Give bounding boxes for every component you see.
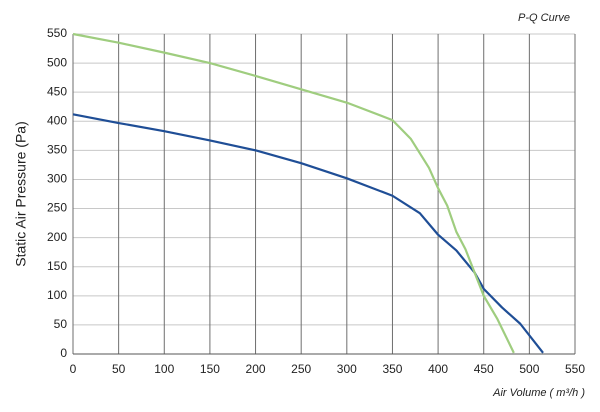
x-tick-label: 400 [428,362,448,376]
x-tick-label: 50 [112,362,126,376]
x-tick-label: 300 [337,362,357,376]
series-line [72,113,544,354]
x-tick-label: 200 [246,362,266,376]
y-tick-label: 500 [47,55,67,69]
x-tick-label: 350 [382,362,402,376]
y-tick-label: 200 [47,230,67,244]
y-tick-label: 100 [47,288,67,302]
y-tick-label: 300 [47,172,67,186]
series-line [72,32,515,354]
x-tick-label: 500 [519,362,539,376]
x-tick-label: 150 [200,362,220,376]
y-tick-label: 150 [47,259,67,273]
x-tick-label: 450 [474,362,494,376]
y-axis-label: Static Air Pressure (Pa) [13,121,29,267]
x-tick-label: 100 [154,362,174,376]
x-axis-label: Air Volume ( m³/h ) [492,387,585,399]
x-tick-label: 550 [565,362,585,376]
y-tick-label: 400 [47,113,67,127]
y-tick-label: 450 [47,84,67,98]
y-tick-label: 50 [54,317,68,331]
y-tick-label: 250 [47,201,67,215]
y-tick-label: 350 [47,143,67,157]
y-tick-label: 550 [47,26,67,40]
x-tick-label: 0 [70,362,77,376]
x-tick-label: 250 [291,362,311,376]
chart-title: P-Q Curve [518,12,570,24]
y-tick-label: 0 [60,346,67,360]
